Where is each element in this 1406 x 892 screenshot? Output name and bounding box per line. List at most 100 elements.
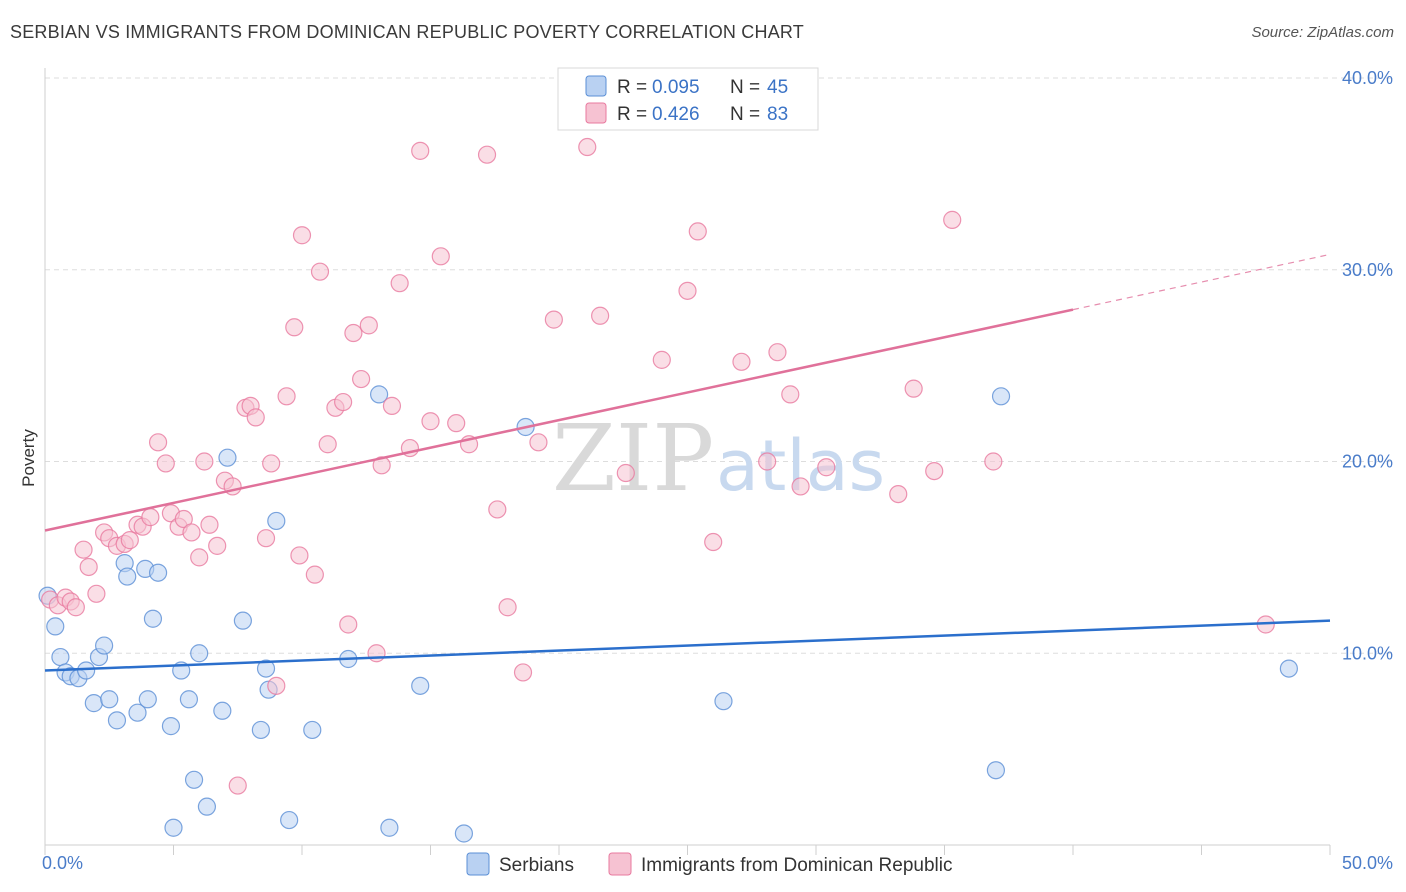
dominican-point-35 (277, 387, 296, 406)
dominican-point-38 (292, 226, 312, 245)
dominican-point-77 (889, 484, 908, 504)
watermark: ZIP atlas (552, 405, 885, 512)
bottom-legend-label-serbians: Serbians (499, 855, 574, 876)
y-tick-label-2: 30.0% (1342, 260, 1393, 280)
series-legend: Serbians Immigrants from Dominican Repub… (466, 852, 953, 876)
legend-r-label-dominican: R = (617, 104, 647, 125)
serbians-point-7 (84, 694, 103, 713)
dominican-point-65 (591, 306, 610, 325)
bottom-legend-swatch-serbians (466, 852, 490, 876)
tick-labels: 10.0% 20.0% 30.0% 40.0% 0.0% 50.0% (42, 68, 1393, 873)
dominican-point-66 (616, 463, 635, 483)
serbians-point-28 (233, 611, 252, 630)
axes (44, 68, 1331, 855)
legend-n-label-dominican: N = (730, 104, 760, 125)
y-axis-title: Poverty (19, 429, 38, 487)
dominican-point-36 (285, 318, 304, 337)
dominican-point-6 (79, 557, 98, 577)
dominican-point-7 (87, 584, 106, 603)
dominican-point-75 (791, 477, 810, 496)
serbians-point-16 (138, 690, 157, 709)
dominican-point-23 (195, 452, 214, 471)
dominican-point-51 (390, 274, 409, 293)
dominican-point-62 (529, 433, 548, 452)
dominican-point-81 (984, 452, 1003, 471)
legend-r-label-serbians: R = (617, 77, 647, 98)
dominican-point-5 (74, 540, 93, 559)
chart-title: SERBIAN VS IMMIGRANTS FROM DOMINICAN REP… (10, 22, 804, 42)
serbians-point-37 (380, 818, 399, 837)
dominican-point-12 (120, 531, 139, 550)
serbians-point-6 (77, 661, 96, 680)
dominican-point-15 (141, 508, 160, 527)
serbians-point-29 (251, 720, 270, 740)
serbians-point-10 (100, 690, 119, 709)
dominican-point-34 (267, 676, 286, 695)
serbians-point-22 (179, 690, 199, 709)
dominican-point-58 (477, 145, 497, 164)
dominican-trend-extension (1072, 253, 1331, 311)
serbians-point-17 (143, 609, 163, 628)
serbians-point-38 (411, 676, 430, 695)
legend-n-value-dominican: 83 (767, 104, 788, 125)
legend-r-value-dominican: 0.426 (652, 104, 700, 125)
serbians-point-2 (51, 647, 70, 667)
dominican-point-72 (758, 452, 777, 471)
legend-n-label-serbians: N = (730, 77, 760, 98)
dominican-point-46 (352, 369, 371, 389)
serbians-point-11 (107, 711, 127, 730)
dominican-point-16 (148, 433, 168, 452)
dominican-point-73 (768, 343, 787, 362)
dominican-point-32 (256, 529, 276, 548)
dominican-point-69 (688, 222, 707, 241)
serbians-trend-line (44, 619, 1331, 672)
dominican-point-67 (652, 350, 671, 369)
serbians-point-25 (197, 797, 217, 816)
dominican-point-22 (190, 548, 209, 567)
dominican-point-40 (310, 262, 330, 281)
trend-lines (44, 253, 1331, 672)
dominican-point-56 (447, 414, 466, 433)
serbians-point-26 (213, 701, 232, 720)
dominican-point-43 (334, 392, 353, 412)
serbians-point-42 (986, 761, 1006, 780)
dominican-point-49 (372, 456, 391, 475)
serbians-point-19 (161, 717, 181, 736)
y-tick-label-0: 10.0% (1342, 643, 1393, 663)
watermark-zip: ZIP (552, 405, 714, 512)
data-points (38, 137, 1298, 843)
serbians-point-20 (164, 818, 183, 837)
dominican-point-70 (704, 532, 723, 552)
x-tick-label-0: 0.0% (42, 853, 83, 873)
bottom-legend-label-dominican: Immigrants from Dominican Republic (641, 855, 953, 876)
correlation-legend: R = 0.095 N = 45 R = 0.426 N = 83 (557, 67, 819, 131)
grid-lines (45, 77, 1392, 654)
serbians-point-44 (1279, 659, 1298, 678)
serbians-point-13 (118, 567, 137, 586)
serbians-point-36 (370, 385, 389, 404)
serbians-point-24 (190, 644, 209, 663)
dominican-point-24 (200, 515, 219, 534)
dominican-point-48 (367, 644, 386, 663)
dominican-point-80 (943, 210, 962, 229)
dominican-point-37 (290, 546, 309, 565)
serbians-point-1 (46, 617, 65, 636)
dominican-point-74 (781, 385, 800, 404)
legend-r-value-serbians: 0.095 (652, 77, 700, 98)
serbians-point-43 (991, 387, 1011, 406)
serbians-point-9 (95, 636, 114, 655)
dominican-point-33 (262, 454, 281, 473)
dominican-point-54 (421, 412, 440, 431)
y-tick-label-1: 20.0% (1342, 452, 1393, 472)
bottom-legend-swatch-dominican (608, 852, 632, 876)
dominican-point-68 (678, 281, 697, 300)
y-tick-label-3: 40.0% (1342, 68, 1393, 88)
dominican-point-53 (411, 141, 430, 160)
serbians-point-41 (714, 692, 733, 711)
dominican-point-55 (431, 247, 450, 266)
x-tick-label-1: 50.0% (1342, 853, 1393, 873)
serbians-point-39 (454, 824, 474, 843)
dominican-point-60 (498, 598, 517, 617)
serbians-point-33 (280, 810, 299, 830)
dominican-point-41 (318, 435, 337, 454)
